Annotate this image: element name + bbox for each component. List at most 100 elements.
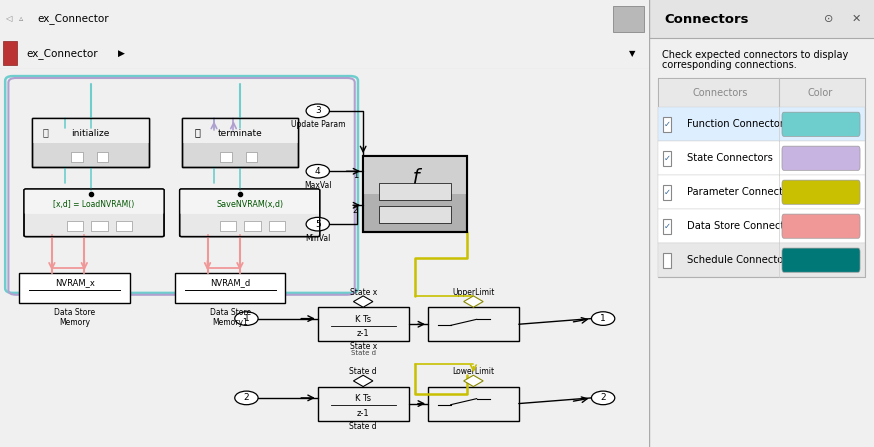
- FancyBboxPatch shape: [428, 387, 519, 421]
- FancyBboxPatch shape: [180, 189, 320, 214]
- Text: 1: 1: [600, 314, 606, 323]
- Text: Connectors: Connectors: [664, 13, 749, 26]
- Text: State Connectors: State Connectors: [687, 153, 773, 163]
- FancyBboxPatch shape: [663, 151, 671, 166]
- Text: terminate: terminate: [218, 129, 262, 138]
- Text: ▶: ▶: [118, 49, 125, 58]
- FancyBboxPatch shape: [32, 118, 149, 143]
- FancyBboxPatch shape: [657, 141, 865, 175]
- FancyBboxPatch shape: [318, 307, 408, 341]
- Text: ex_Connector: ex_Connector: [26, 48, 98, 59]
- Text: UpperLimit: UpperLimit: [452, 287, 495, 297]
- FancyBboxPatch shape: [657, 78, 865, 277]
- Text: State x: State x: [350, 342, 377, 351]
- Text: corresponding connections.: corresponding connections.: [662, 60, 797, 70]
- FancyBboxPatch shape: [24, 189, 164, 214]
- Text: Schedule Connectors: Schedule Connectors: [687, 255, 793, 265]
- Polygon shape: [353, 375, 373, 387]
- FancyBboxPatch shape: [613, 6, 644, 32]
- Text: ƒ: ƒ: [412, 168, 419, 187]
- Text: 2: 2: [600, 393, 606, 402]
- FancyBboxPatch shape: [116, 220, 132, 231]
- Text: 3: 3: [315, 106, 321, 115]
- FancyBboxPatch shape: [91, 220, 108, 231]
- Circle shape: [306, 104, 329, 118]
- FancyBboxPatch shape: [657, 175, 865, 209]
- FancyBboxPatch shape: [782, 146, 860, 170]
- FancyBboxPatch shape: [24, 189, 164, 236]
- FancyBboxPatch shape: [219, 220, 236, 231]
- Text: Data Store: Data Store: [210, 308, 251, 317]
- Text: z-1: z-1: [357, 409, 370, 417]
- Text: ✓: ✓: [663, 120, 670, 129]
- Text: ✓: ✓: [663, 154, 670, 163]
- FancyBboxPatch shape: [97, 152, 108, 162]
- Text: initialize: initialize: [72, 129, 110, 138]
- FancyBboxPatch shape: [657, 107, 865, 141]
- Text: Data Store Connectors: Data Store Connectors: [687, 221, 800, 231]
- Text: 1: 1: [353, 171, 358, 180]
- Text: K Ts: K Ts: [355, 394, 371, 403]
- Text: ✓: ✓: [663, 222, 670, 231]
- FancyBboxPatch shape: [180, 189, 320, 236]
- Text: 5: 5: [315, 219, 321, 229]
- FancyBboxPatch shape: [657, 243, 865, 277]
- FancyBboxPatch shape: [782, 214, 860, 238]
- Text: ✓: ✓: [663, 188, 670, 197]
- Text: ⓘ: ⓘ: [195, 127, 201, 137]
- Circle shape: [306, 164, 329, 178]
- FancyBboxPatch shape: [428, 307, 519, 341]
- FancyBboxPatch shape: [663, 253, 671, 268]
- FancyBboxPatch shape: [364, 156, 467, 232]
- Text: State d: State d: [350, 422, 377, 431]
- Text: 4: 4: [315, 167, 321, 176]
- Text: Check expected connectors to display: Check expected connectors to display: [662, 50, 849, 59]
- Text: ex_Connector: ex_Connector: [38, 13, 109, 25]
- Polygon shape: [464, 296, 483, 307]
- Text: [x,d] = LoadNVRAM(): [x,d] = LoadNVRAM(): [53, 200, 135, 209]
- Text: 2: 2: [244, 393, 249, 402]
- Text: MaxVal: MaxVal: [304, 181, 331, 190]
- FancyBboxPatch shape: [782, 248, 860, 272]
- FancyBboxPatch shape: [220, 152, 232, 162]
- Text: Data Store: Data Store: [54, 308, 95, 317]
- Circle shape: [592, 391, 614, 405]
- Text: State d: State d: [350, 350, 376, 355]
- FancyBboxPatch shape: [3, 41, 17, 65]
- Text: ✕: ✕: [851, 14, 861, 24]
- Text: ⊙: ⊙: [824, 14, 834, 24]
- FancyBboxPatch shape: [663, 185, 671, 200]
- Text: z-1: z-1: [357, 329, 370, 338]
- Polygon shape: [353, 296, 373, 307]
- FancyBboxPatch shape: [657, 78, 865, 107]
- Text: LowerLimit: LowerLimit: [453, 367, 495, 376]
- Text: 1: 1: [244, 314, 249, 323]
- FancyBboxPatch shape: [364, 156, 467, 194]
- FancyBboxPatch shape: [182, 118, 298, 143]
- Text: State x: State x: [350, 287, 377, 297]
- FancyBboxPatch shape: [268, 220, 285, 231]
- FancyBboxPatch shape: [649, 0, 874, 38]
- Text: ▼: ▼: [629, 49, 635, 58]
- Circle shape: [235, 391, 258, 405]
- FancyBboxPatch shape: [663, 117, 671, 132]
- Text: Memory1: Memory1: [212, 318, 248, 327]
- Text: MinVal: MinVal: [305, 234, 330, 243]
- FancyBboxPatch shape: [782, 112, 860, 136]
- Text: NVRAM_d: NVRAM_d: [210, 278, 250, 287]
- Text: K Ts: K Ts: [355, 315, 371, 324]
- FancyBboxPatch shape: [246, 152, 258, 162]
- FancyBboxPatch shape: [657, 209, 865, 243]
- Text: ⏻: ⏻: [43, 127, 48, 137]
- Text: Update Param: Update Param: [290, 120, 345, 129]
- Text: NVRAM_x: NVRAM_x: [55, 278, 94, 287]
- FancyBboxPatch shape: [378, 206, 451, 223]
- Text: Color: Color: [808, 88, 833, 98]
- Text: State d: State d: [350, 367, 377, 376]
- FancyBboxPatch shape: [244, 220, 260, 231]
- FancyBboxPatch shape: [175, 273, 285, 304]
- FancyBboxPatch shape: [19, 273, 129, 304]
- Polygon shape: [464, 375, 483, 387]
- FancyBboxPatch shape: [32, 118, 149, 168]
- Text: Memory: Memory: [59, 318, 90, 327]
